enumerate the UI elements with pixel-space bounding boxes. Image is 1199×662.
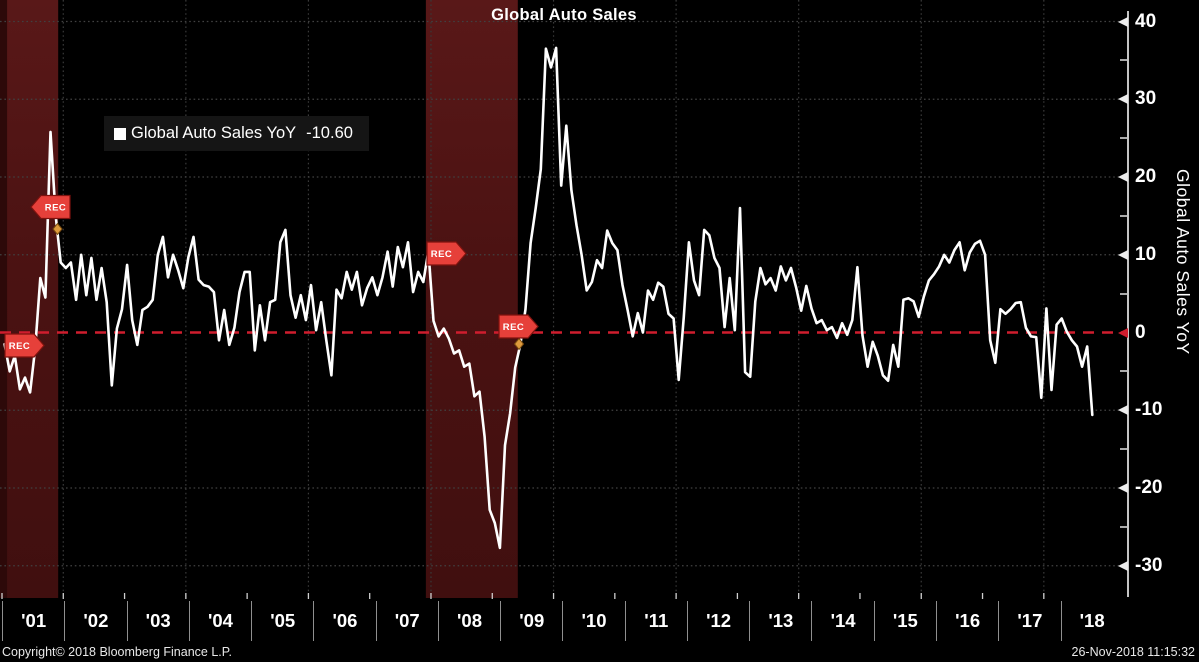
x-axis-year-label: '10: [581, 610, 607, 631]
x-axis-year-cell: '12: [686, 601, 749, 641]
legend-swatch-icon: [114, 127, 126, 140]
x-axis-year-label: '03: [145, 610, 171, 631]
legend-last-value: -10.60: [306, 124, 353, 142]
x-axis-year-cell: '05: [251, 601, 313, 641]
x-axis-year-cell: '17: [998, 601, 1060, 641]
rec-badge-icon: [498, 314, 539, 339]
timestamp-text: 26-Nov-2018 11:15:32: [1071, 645, 1195, 659]
x-axis-year-cell: '15: [873, 601, 936, 641]
x-axis-year-label: '15: [892, 610, 918, 631]
chart-plot-area[interactable]: REC REC REC REC: [0, 0, 1130, 600]
x-axis-year-label: '17: [1017, 610, 1043, 631]
legend-series-label: Global Auto Sales YoY: [131, 124, 297, 142]
x-axis-year-label: '07: [394, 610, 420, 631]
x-axis-year-cell: '11: [624, 601, 687, 641]
chart-title: Global Auto Sales: [491, 6, 637, 24]
x-axis-year-label: '11: [644, 610, 669, 631]
rec-badge-label: REC: [45, 203, 67, 214]
x-axis-year-cell: '09: [500, 601, 562, 641]
y-tick-label: 30: [1135, 88, 1157, 110]
y-tick-label: 40: [1135, 10, 1157, 32]
rec-badge-label: REC: [9, 341, 31, 352]
x-axis-year-label: '05: [270, 610, 296, 631]
x-axis-year-cell: '06: [313, 601, 375, 641]
x-axis-year-cell: '13: [749, 601, 811, 641]
x-axis-year-cell: '08: [437, 601, 500, 641]
x-axis-year-label: '04: [207, 610, 233, 631]
x-axis-year-cell: '03: [126, 601, 189, 641]
recession-band-edge: [0, 0, 8, 598]
x-axis-year-cell: '18: [1060, 601, 1123, 641]
series-line: [3, 46, 1094, 550]
x-axis-year-cell: '16: [935, 601, 998, 641]
recession-band: [425, 0, 518, 598]
y-tick-label: -10: [1135, 399, 1163, 421]
x-axis-year-label: '14: [830, 610, 856, 631]
x-axis-year-cell: '10: [562, 601, 624, 641]
x-axis: '01 '02 '03 '04 '05 '06 '07 '08 '09 '10 '11 '12 '13 '…: [2, 601, 1123, 641]
x-axis-year-cell: '14: [811, 601, 873, 641]
x-axis-year-cell: '04: [188, 601, 251, 641]
rec-badge-icon: [4, 333, 45, 358]
rec-badge-icon: [426, 241, 467, 266]
x-axis-year-cell: '01: [2, 601, 64, 641]
copyright-text: Copyright© 2018 Bloomberg Finance L.P.: [2, 645, 232, 659]
x-axis-year-cell: '02: [64, 601, 126, 641]
y-axis-title: Global Auto Sales YoY: [1173, 169, 1193, 355]
y-tick-label: -30: [1135, 554, 1163, 576]
event-dot: [52, 222, 63, 236]
x-axis-year-label: '16: [955, 610, 981, 631]
rec-badge-label: REC: [431, 249, 453, 260]
event-dot: [513, 337, 525, 351]
x-axis-year-label: '06: [332, 610, 358, 631]
recession-band: [7, 0, 59, 598]
x-axis-year-label: '02: [83, 610, 109, 631]
y-tick-label: -20: [1135, 477, 1163, 498]
x-axis-year-cell: '07: [375, 601, 438, 641]
x-axis-year-label: '01: [21, 610, 47, 631]
x-axis-year-label: '09: [519, 610, 545, 631]
x-axis-year-label: '12: [706, 610, 732, 631]
rec-badge-icon: [30, 194, 71, 220]
x-axis-year-label: '18: [1079, 610, 1105, 631]
legend[interactable]: Global Auto Sales YoY -10.60: [104, 116, 369, 151]
x-axis-year-label: '13: [768, 610, 794, 631]
x-axis-year-label: '08: [457, 610, 482, 631]
rec-badge-label: REC: [503, 322, 525, 333]
